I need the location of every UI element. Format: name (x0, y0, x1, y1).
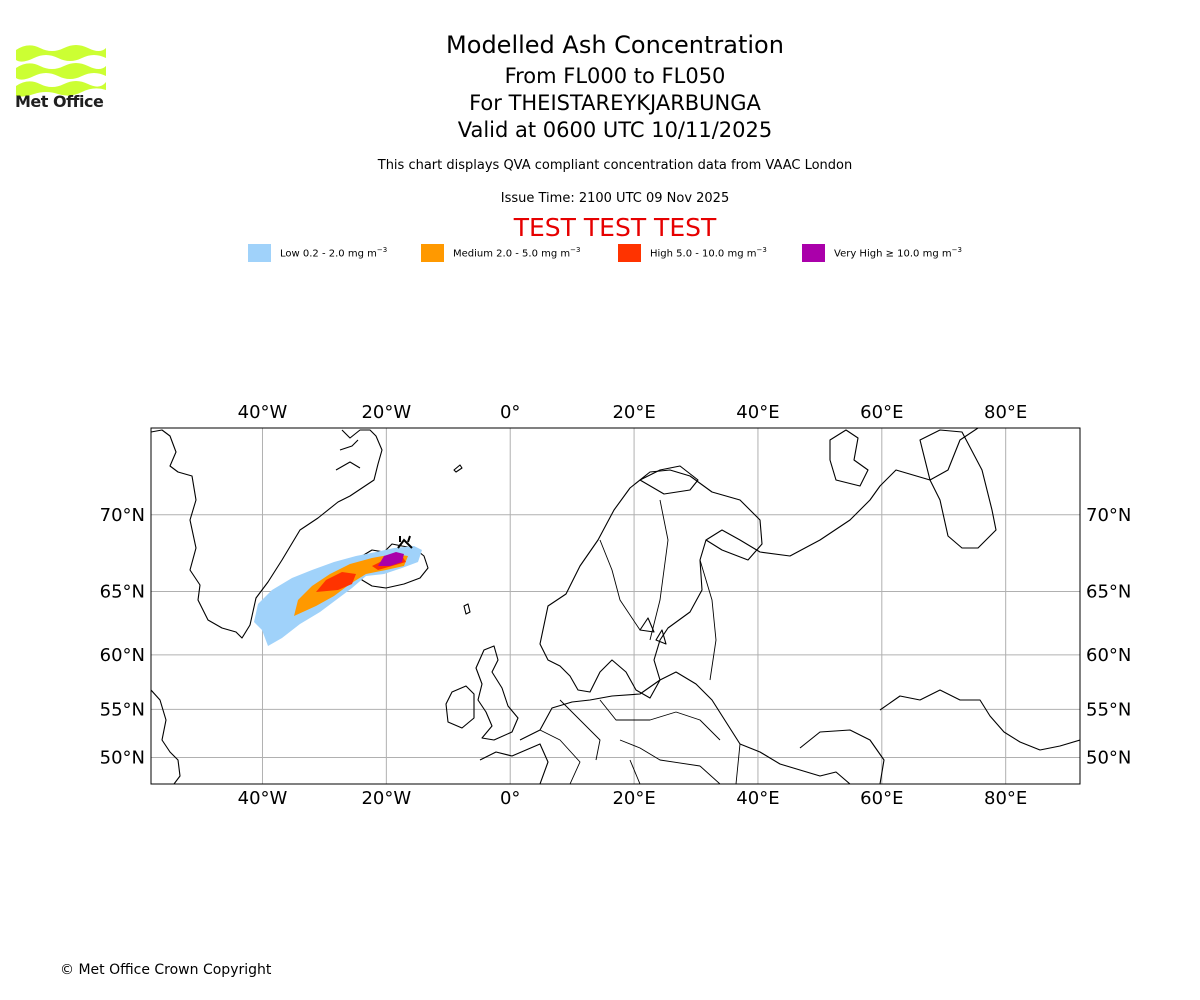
lon-label-top: 40°E (736, 402, 779, 423)
coastline-continent (519, 671, 851, 784)
lon-label-top: 20°W (361, 402, 411, 423)
coastline-novaya-zemlya (919, 429, 997, 549)
copyright: © Met Office Crown Copyright (60, 962, 272, 978)
issue-time: Issue Time: 2100 UTC 09 Nov 2025 (500, 191, 730, 206)
lon-label-bottom: 40°E (736, 788, 779, 809)
coastline-siberia (879, 689, 1080, 751)
lon-label-top: 20°E (612, 402, 655, 423)
legend-label-low: Low 0.2 - 2.0 mg m (280, 248, 377, 260)
lon-label-bottom: 80°E (984, 788, 1027, 809)
lon-label-bottom: 40°W (238, 788, 288, 809)
coastline-labrador (151, 689, 181, 784)
axis-labels: 40°W 40°W 20°W 20°W 0° 0° 20°E 20°E 40°E 40°E 60°E… (100, 402, 1132, 809)
lon-label-bottom: 20°E (612, 788, 655, 809)
coastline-arctic-islands (829, 429, 869, 487)
flight-levels: From FL000 to FL050 (504, 64, 726, 88)
lat-label-left: 55°N (100, 699, 145, 720)
lon-label-bottom: 20°W (361, 788, 411, 809)
legend-swatch-high (618, 244, 641, 262)
legend-swatch-very-high (802, 244, 825, 262)
volcano-marker (397, 535, 413, 549)
lat-label-right: 55°N (1086, 699, 1131, 720)
lon-label-top: 0° (500, 402, 520, 423)
coastline-white-sea (705, 428, 979, 557)
legend-label-high: High 5.0 - 10.0 mg m (650, 248, 757, 260)
lat-label-left: 50°N (100, 748, 145, 769)
coastline-jan-mayen (453, 464, 463, 473)
legend-swatch-medium (421, 244, 444, 262)
coastline-france (479, 743, 549, 784)
legend-swatch-low (248, 244, 271, 262)
valid-time: Valid at 0600 UTC 10/11/2025 (457, 118, 773, 142)
coastlines (151, 428, 1080, 784)
lat-label-left: 70°N (100, 505, 145, 526)
map-frame (150, 427, 1081, 785)
lat-label-left: 60°N (100, 645, 145, 666)
coastline-scandinavia (539, 469, 763, 699)
volcano-name: For THEISTAREYKJARBUNGA (469, 91, 761, 115)
coastline-great-britain (475, 645, 519, 741)
lon-label-top: 60°E (860, 402, 903, 423)
legend-label-medium: Medium 2.0 - 5.0 mg m (453, 248, 571, 260)
legend-label-very-high: Very High ≥ 10.0 mg m (834, 248, 952, 260)
chart-title: Modelled Ash Concentration (446, 31, 784, 59)
lat-label-right: 50°N (1086, 748, 1131, 769)
lat-label-left: 65°N (100, 581, 145, 602)
coastline-greenland (151, 429, 383, 639)
lon-label-bottom: 60°E (860, 788, 903, 809)
coastline-iceland (357, 543, 429, 589)
lat-label-right: 65°N (1086, 581, 1131, 602)
coastline-baltic-islands (639, 617, 667, 645)
met-office-logo-text: Met Office (15, 92, 104, 111)
lon-label-top: 80°E (984, 402, 1027, 423)
country-borders (539, 499, 741, 784)
coastline-ireland (445, 685, 475, 729)
coastline-svalbard (639, 465, 699, 495)
ash-very-high (378, 552, 404, 566)
test-banner: TEST TEST TEST (513, 213, 717, 242)
met-office-logo (16, 45, 106, 97)
lat-label-right: 60°N (1086, 645, 1131, 666)
lat-label-right: 70°N (1086, 505, 1131, 526)
chart-description: This chart displays QVA compliant concen… (377, 158, 853, 173)
coastline-greenland-fjords (335, 439, 361, 471)
coastline-caspian (799, 729, 885, 784)
lon-label-top: 40°W (238, 402, 288, 423)
lon-label-bottom: 0° (500, 788, 520, 809)
ash-plume (254, 546, 422, 646)
coastline-faroe (463, 603, 471, 615)
